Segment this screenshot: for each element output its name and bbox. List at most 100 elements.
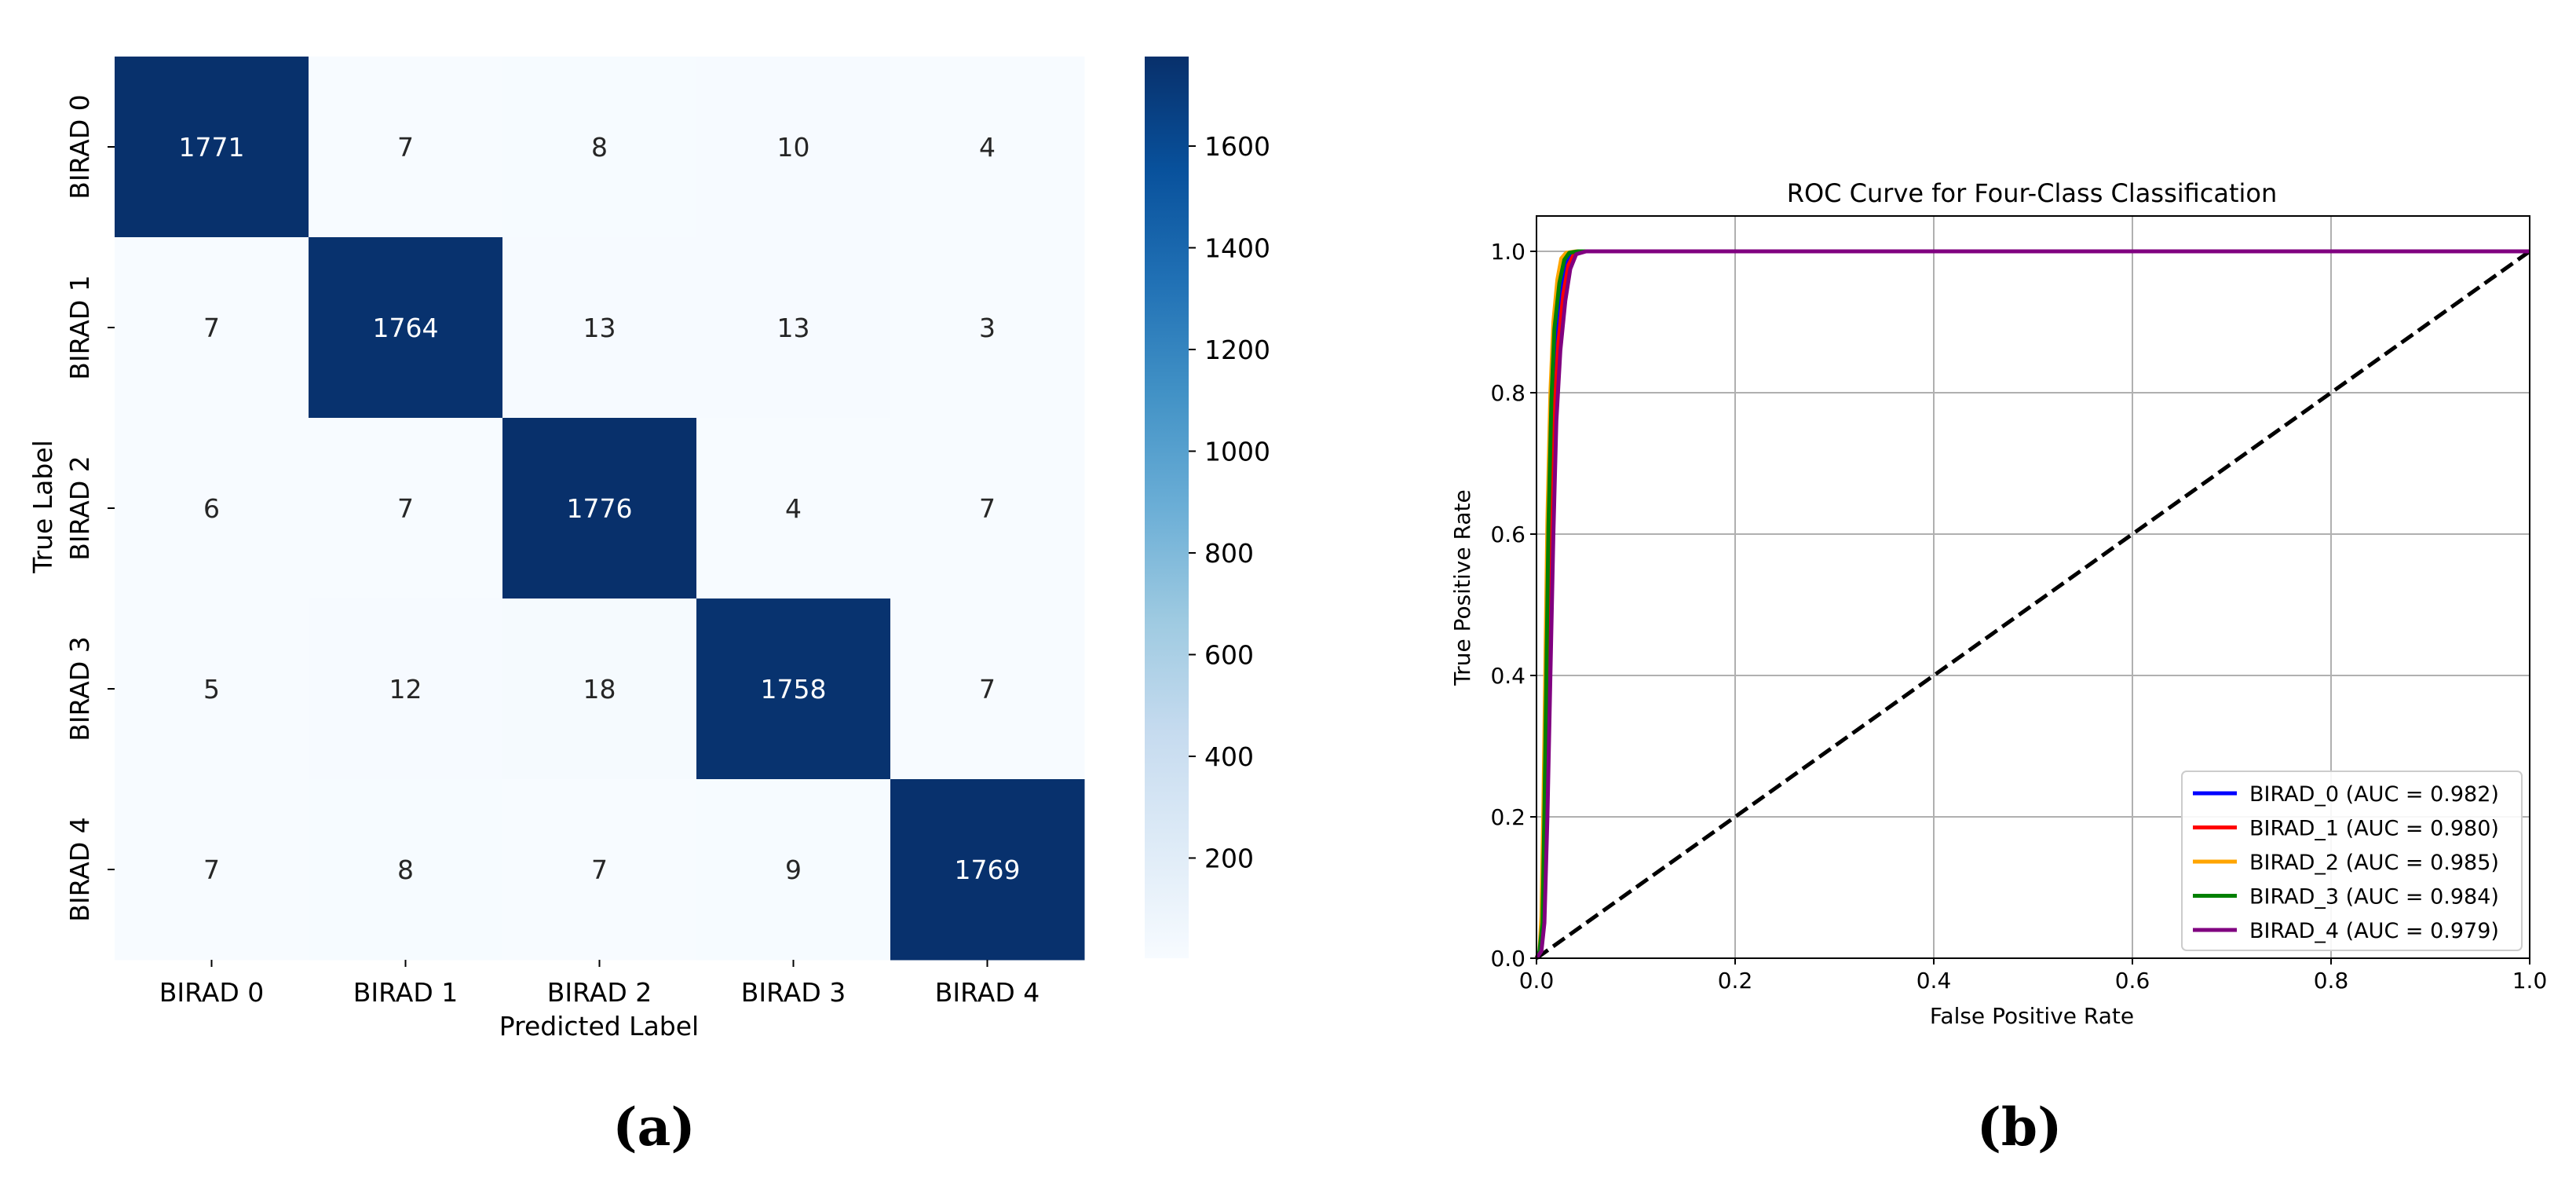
- colorbar-tick-label: 1000: [1204, 436, 1270, 467]
- heatmap-cell: [309, 418, 503, 599]
- caption-b: (b): [1977, 1096, 2063, 1158]
- y-tick-label: 0.2: [1490, 804, 1526, 830]
- cell-value-label: 9: [785, 855, 802, 885]
- axis-ticks: 0.0 0.2 0.4 0.6 0.8 1.0 0.0 0.2 0.4 0.6 0.8 1.0: [1490, 239, 2547, 994]
- cell-value-label: 3: [979, 313, 996, 343]
- cell-value-label: 10: [777, 132, 810, 163]
- plot-frame: [1536, 215, 2530, 959]
- cell-value-label: 8: [397, 855, 414, 885]
- heatmap-cell: [502, 779, 697, 961]
- heatmap-cell: [502, 57, 697, 238]
- heatmap-cell: [502, 418, 697, 599]
- colorbar-tick-label: 200: [1204, 843, 1254, 873]
- colorbar-tick-label: 600: [1204, 639, 1254, 670]
- heatmap-cell: [309, 779, 503, 961]
- y-tick-label: BIRAD 1: [64, 275, 95, 379]
- cell-value-label: 1764: [373, 313, 439, 343]
- confusion-matrix-chart: 1771 7 8 10 4 7 1764 13 13 3 6 7 1776 4 7 5 12 18 1758 7 7 8 7…: [27, 57, 1270, 1158]
- x-tick-label: 0.8: [2314, 968, 2349, 994]
- legend-label: BIRAD_0 (AUC = 0.982): [2249, 782, 2499, 807]
- cell-value-label: 7: [203, 313, 220, 343]
- y-tick-label: 0.8: [1490, 380, 1526, 406]
- y-axis-label: True Positive Rate: [1449, 489, 1475, 686]
- cell-value-label: 7: [397, 132, 414, 163]
- legend-label: BIRAD_4 (AUC = 0.979): [2249, 919, 2499, 943]
- colorbar: [1145, 57, 1189, 958]
- heatmap-cell: [890, 237, 1085, 419]
- colorbar-tick-label: 1400: [1204, 232, 1270, 263]
- cell-value-label: 12: [389, 674, 422, 705]
- cell-value-label: 5: [203, 674, 220, 705]
- x-axis-label: False Positive Rate: [1930, 1003, 2134, 1029]
- cell-value-label: 13: [777, 313, 810, 343]
- heatmap-cell: [696, 598, 891, 780]
- cell-value-label: 7: [979, 493, 996, 524]
- chart-title: ROC Curve for Four-Class Classification: [1787, 178, 2278, 208]
- y-tick-label: BIRAD 3: [64, 636, 95, 741]
- cell-value-label: 13: [583, 313, 616, 343]
- y-tick-label: BIRAD 2: [64, 456, 95, 560]
- x-tick-label: 1.0: [2512, 968, 2548, 994]
- cell-value-label: 1776: [567, 493, 633, 524]
- heatmap-cell: [115, 418, 309, 599]
- heatmap-cell: [115, 57, 309, 238]
- heatmap-cell: [890, 418, 1085, 599]
- legend-label: BIRAD_1 (AUC = 0.980): [2249, 817, 2499, 841]
- legend-box: [2181, 771, 2523, 951]
- caption-a: (a): [612, 1096, 695, 1158]
- heatmap-cell: [696, 237, 891, 419]
- heatmap-cells: [115, 57, 1085, 961]
- colorbar-tick-label: 1600: [1204, 131, 1270, 162]
- heatmap-cell: [115, 598, 309, 780]
- colorbar-tick-label: 1200: [1204, 335, 1270, 365]
- y-tick-label: 0.4: [1490, 663, 1526, 689]
- y-axis-label: True Label: [27, 440, 58, 574]
- x-axis-ticks: BIRAD 0 BIRAD 1 BIRAD 2 BIRAD 3 BIRAD 4: [159, 960, 1040, 1008]
- x-tick-label: 0.4: [1916, 968, 1952, 994]
- legend-label: BIRAD_2 (AUC = 0.985): [2249, 851, 2499, 875]
- legend-label: BIRAD_3 (AUC = 0.984): [2249, 885, 2499, 910]
- x-tick-label: 0.0: [1519, 968, 1555, 994]
- x-tick-label: BIRAD 0: [159, 977, 264, 1008]
- cell-value-label: 1769: [955, 855, 1021, 885]
- heatmap-cell: [115, 779, 309, 961]
- x-axis-label: Predicted Label: [499, 1011, 699, 1041]
- roc-series-lines: [1534, 249, 2531, 961]
- cell-value-label: 6: [203, 493, 220, 524]
- heatmap-cell: [115, 237, 309, 419]
- colorbar-tick-label: 800: [1204, 538, 1254, 569]
- y-tick-label: BIRAD 4: [64, 817, 95, 921]
- y-tick-label: 1.0: [1490, 239, 1526, 265]
- cell-value-label: 7: [979, 674, 996, 705]
- x-tick-label: 0.6: [2115, 968, 2150, 994]
- cell-value-label: 4: [979, 132, 996, 163]
- heatmap-value-labels: 1771 7 8 10 4 7 1764 13 13 3 6 7 1776 4 7 5 12 18 1758 7 7 8 7…: [179, 132, 1021, 885]
- cell-value-label: 1758: [761, 674, 827, 705]
- roc-curve-chart: ROC Curve for Four-Class Classification …: [1449, 178, 2547, 1158]
- y-tick-label: 0.0: [1490, 946, 1526, 972]
- heatmap-cell: [890, 598, 1085, 780]
- heatmap-cell: [890, 57, 1085, 238]
- cell-value-label: 4: [785, 493, 802, 524]
- cell-value-label: 7: [203, 855, 220, 885]
- x-tick-label: BIRAD 3: [741, 977, 846, 1008]
- colorbar-tick-label: 400: [1204, 741, 1254, 772]
- y-axis-ticks: BIRAD 0 BIRAD 1 BIRAD 2 BIRAD 3 BIRAD 4: [64, 94, 115, 922]
- y-tick-label: 0.6: [1490, 522, 1526, 547]
- heatmap-cell: [890, 779, 1085, 961]
- heatmap-cell: [502, 598, 697, 780]
- heatmap-cell: [309, 598, 503, 780]
- colorbar-ticks: 200 400 600 800 1000 1200 1400 1600: [1189, 131, 1270, 873]
- heatmap-cell: [309, 237, 503, 419]
- x-tick-label: BIRAD 1: [353, 977, 458, 1008]
- roc-line-birad-4: [1534, 249, 2530, 960]
- heatmap-cell: [502, 237, 697, 419]
- y-tick-label: BIRAD 0: [64, 94, 95, 199]
- cell-value-label: 8: [591, 132, 608, 163]
- cell-value-label: 1771: [179, 132, 245, 163]
- heatmap-cell: [696, 418, 891, 599]
- heatmap-cell: [309, 57, 503, 238]
- x-tick-label: BIRAD 4: [935, 977, 1040, 1008]
- x-tick-label: 0.2: [1718, 968, 1753, 994]
- heatmap-cell: [696, 779, 891, 961]
